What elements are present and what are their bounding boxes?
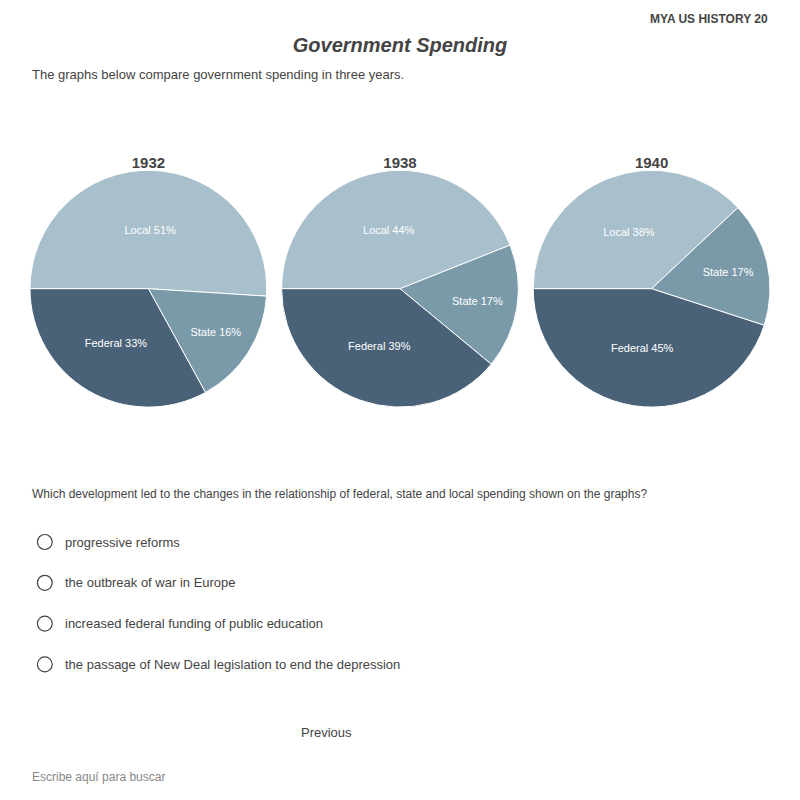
svg-text:Previous: Previous [301,725,352,740]
svg-text:Which development led to the c: Which development led to the changes in … [32,487,647,501]
svg-text:The graphs below compare gover: The graphs below compare government spen… [32,67,404,82]
svg-text:State 17%: State 17% [703,266,754,278]
svg-text:1938: 1938 [383,154,416,171]
svg-text:the passage of New Deal legisl: the passage of New Deal legislation to e… [65,657,400,672]
svg-text:Government Spending: Government Spending [293,34,507,56]
svg-text:increased federal funding of p: increased federal funding of public educ… [65,616,323,631]
svg-text:the outbreak of war in Europe: the outbreak of war in Europe [65,575,236,590]
svg-text:Federal 45%: Federal 45% [611,342,674,354]
svg-text:Federal 39%: Federal 39% [348,340,411,352]
svg-text:progressive reforms: progressive reforms [65,535,180,550]
svg-text:State 16%: State 16% [190,326,241,338]
svg-text:1932: 1932 [132,154,165,171]
svg-text:Federal 33%: Federal 33% [85,337,148,349]
svg-text:Local 38%: Local 38% [603,226,655,238]
svg-text:Local 51%: Local 51% [124,224,176,236]
svg-text:Escribe aquí para buscar: Escribe aquí para buscar [32,770,165,784]
svg-text:1940: 1940 [635,154,668,171]
svg-text:State 17%: State 17% [452,295,503,307]
svg-text:MYA US HISTORY 20: MYA US HISTORY 20 [650,12,768,26]
svg-text:Local 44%: Local 44% [363,224,415,236]
